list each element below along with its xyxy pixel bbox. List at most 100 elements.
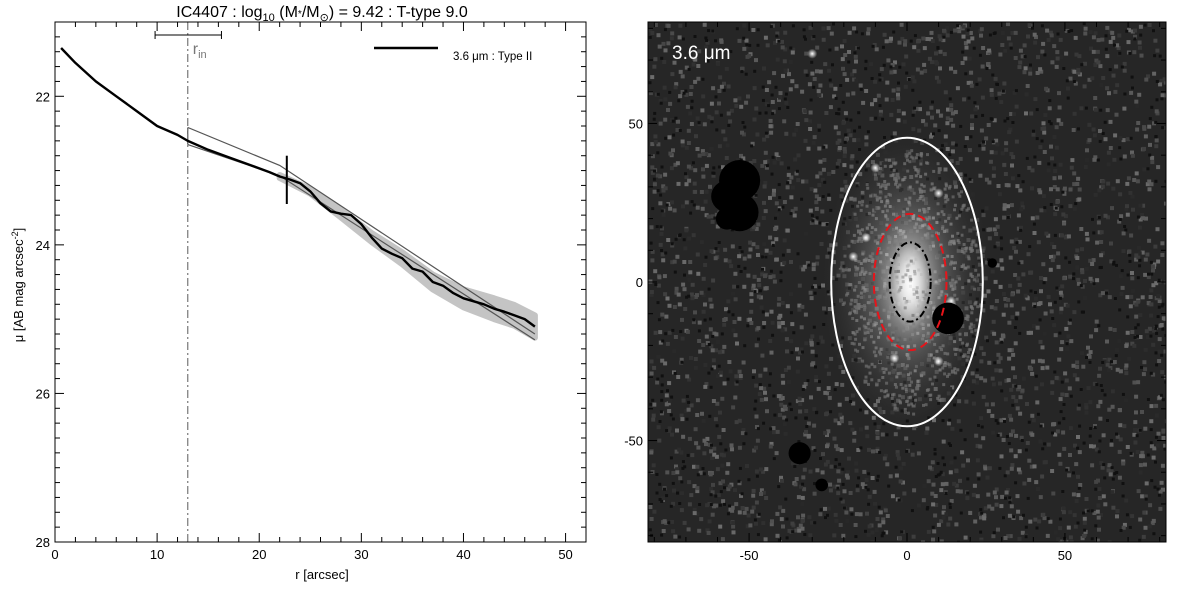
galaxy-pixel: [925, 279, 929, 283]
noise-pixel: [970, 36, 975, 41]
galaxy-pixel: [912, 322, 916, 326]
noise-dark-pixel: [977, 477, 981, 481]
noise-pixel: [1061, 506, 1066, 511]
galaxy-pixel: [907, 403, 911, 407]
noise-dark-pixel: [1098, 139, 1102, 143]
galaxy-pixel: [938, 368, 942, 372]
noise-pixel: [1159, 480, 1164, 485]
galaxy-pixel: [918, 197, 922, 201]
noise-pixel: [994, 487, 999, 492]
noise-pixel: [824, 364, 829, 369]
noise-dark-pixel: [1103, 120, 1107, 124]
noise-dark-pixel: [801, 482, 805, 486]
noise-dark-pixel: [784, 92, 788, 96]
noise-dark-pixel: [756, 28, 760, 32]
galaxy-pixel: [942, 230, 946, 233]
noise-pixel: [714, 454, 719, 459]
noise-dark-pixel: [959, 511, 963, 515]
noise-dark-pixel: [1058, 331, 1062, 335]
noise-dark-pixel: [818, 380, 821, 384]
noise-pixel: [660, 226, 664, 231]
noise-pixel: [1122, 424, 1127, 429]
noise-pixel: [1017, 65, 1022, 70]
noise-dark-pixel: [666, 389, 669, 393]
noise-pixel: [1155, 227, 1160, 232]
noise-pixel: [844, 510, 849, 515]
noise-pixel: [1107, 91, 1111, 96]
noise-dark-pixel: [909, 39, 913, 43]
noise-pixel: [813, 188, 818, 193]
galaxy-pixel: [841, 268, 845, 272]
noise-pixel: [1058, 397, 1063, 402]
noise-pixel: [734, 381, 739, 386]
noise-pixel: [961, 463, 966, 468]
noise-dark-pixel: [660, 499, 664, 503]
noise-pixel: [1146, 74, 1150, 79]
noise-pixel: [721, 129, 726, 134]
noise-pixel: [973, 519, 978, 524]
noise-dark-pixel: [673, 371, 677, 375]
noise-pixel: [690, 453, 695, 458]
galaxy-pixel: [894, 351, 898, 355]
noise-dark-pixel: [943, 463, 946, 467]
noise-pixel: [938, 49, 943, 54]
noise-pixel: [1134, 394, 1139, 399]
galaxy-pixel: [842, 301, 846, 305]
noise-pixel: [974, 157, 979, 162]
galaxy-pixel: [916, 169, 920, 173]
noise-pixel: [1090, 463, 1095, 468]
noise-dark-pixel: [753, 518, 757, 522]
galaxy-pixel: [915, 229, 919, 233]
galaxy-pixel: [904, 384, 908, 388]
noise-pixel: [683, 307, 688, 311]
noise-pixel: [1006, 36, 1011, 41]
noise-pixel: [994, 502, 999, 507]
noise-pixel: [990, 506, 995, 511]
noise-dark-pixel: [854, 535, 858, 539]
noise-pixel: [796, 153, 801, 158]
galaxy-pixel: [908, 151, 912, 155]
noise-pixel: [1090, 279, 1094, 284]
noise-pixel: [785, 349, 789, 354]
noise-dark-pixel: [1101, 361, 1105, 364]
galaxy-pixel: [883, 180, 887, 183]
noise-pixel: [674, 464, 678, 469]
galaxy-pixel: [907, 300, 911, 303]
galaxy-pixel: [928, 226, 932, 230]
noise-pixel: [1161, 436, 1166, 440]
noise-dark-pixel: [963, 438, 967, 442]
noise-pixel: [1138, 470, 1143, 475]
noise-pixel: [916, 39, 920, 44]
noise-pixel: [1064, 326, 1069, 331]
noise-dark-pixel: [774, 85, 778, 89]
noise-pixel: [1155, 443, 1160, 448]
noise-pixel: [981, 46, 986, 50]
noise-dark-pixel: [710, 367, 714, 371]
galaxy-pixel: [913, 224, 917, 228]
noise-pixel: [1084, 410, 1089, 415]
noise-pixel: [670, 519, 675, 524]
noise-dark-pixel: [769, 25, 773, 29]
noise-pixel: [762, 321, 767, 325]
noise-pixel: [672, 259, 677, 264]
galaxy-pixel: [913, 165, 917, 169]
noise-pixel: [951, 141, 956, 146]
noise-pixel: [1126, 176, 1131, 181]
galaxy-pixel: [853, 212, 857, 216]
noise-pixel: [739, 153, 743, 158]
noise-pixel: [1077, 187, 1082, 192]
noise-pixel: [942, 52, 947, 57]
galaxy-pixel: [852, 342, 856, 346]
galaxy-pixel: [882, 308, 886, 312]
noise-dark-pixel: [764, 255, 768, 259]
noise-pixel: [754, 226, 759, 231]
galaxy-pixel: [904, 410, 907, 414]
noise-pixel: [691, 233, 696, 238]
noise-dark-pixel: [761, 310, 765, 314]
noise-pixel: [681, 434, 686, 439]
noise-dark-pixel: [756, 43, 760, 47]
noise-pixel: [934, 75, 939, 80]
noise-pixel: [1092, 444, 1096, 449]
noise-dark-pixel: [737, 479, 741, 483]
noise-dark-pixel: [802, 28, 806, 32]
